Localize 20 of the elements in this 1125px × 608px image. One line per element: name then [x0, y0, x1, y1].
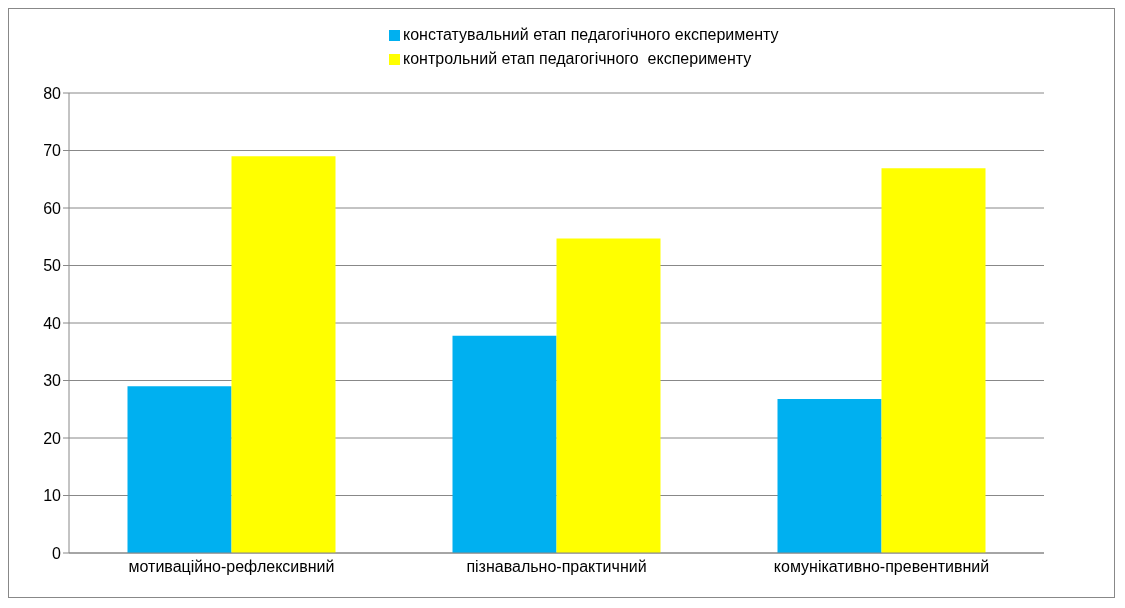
legend-label: контрольний етап педагогічного експерименту — [403, 49, 752, 69]
y-tick-label: 40 — [43, 314, 62, 332]
bar — [556, 238, 661, 553]
y-tick-label: 0 — [52, 544, 62, 562]
y-tick-label: 70 — [43, 142, 62, 160]
y-tick-label: 50 — [43, 257, 62, 275]
y-tick-label: 20 — [43, 429, 62, 447]
bar — [452, 335, 557, 553]
bar — [127, 386, 232, 553]
bar — [881, 168, 986, 553]
legend-label: констатувальний етап педагогічного експерименту — [403, 25, 779, 45]
x-tick-label: мотиваційно-рефлексивний — [128, 558, 335, 576]
y-tick-label: 30 — [43, 372, 62, 390]
bar — [231, 156, 336, 553]
y-tick-label: 10 — [43, 487, 62, 505]
y-tick-label: 60 — [43, 199, 62, 217]
bar — [777, 398, 882, 553]
x-tick-label: комунікативно-превентивний — [773, 558, 990, 576]
x-tick-label: пізнавально-практичний — [466, 558, 647, 576]
y-tick-label: 80 — [43, 84, 62, 102]
